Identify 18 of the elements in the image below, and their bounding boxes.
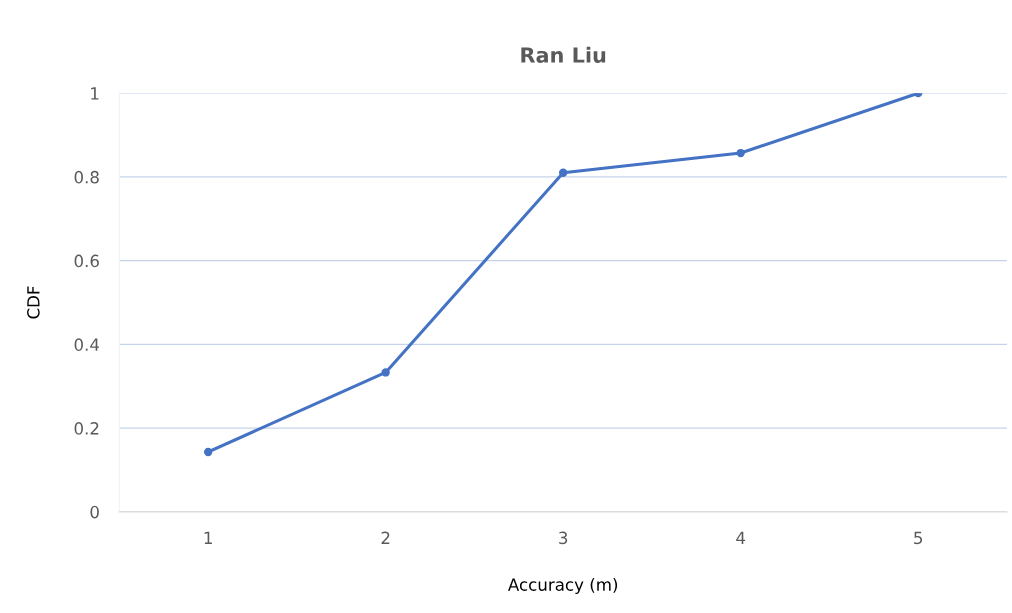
y-tick-label: 0	[90, 505, 99, 519]
y-tick-label: 0.2	[74, 422, 99, 435]
y-tick-label: 0.6	[74, 254, 99, 268]
point	[204, 447, 213, 457]
point	[559, 168, 568, 177]
x-tick-label: 2	[381, 531, 390, 544]
point	[381, 368, 390, 377]
x-tick-label: 3	[559, 531, 568, 545]
x-tick-label: 4	[736, 531, 746, 544]
x-tick-label: 5	[914, 531, 923, 545]
y-tick-label: 0.4	[74, 338, 100, 351]
y-tick-label: 0.8	[74, 170, 99, 184]
y-axis-title: CDF	[27, 286, 40, 319]
y-tick-label: 1	[91, 87, 99, 100]
point	[736, 148, 745, 158]
x-tick-label: 1	[204, 531, 212, 544]
x-axis-title: Accuracy (m)	[507, 578, 618, 595]
chart-title: Ran Liu	[521, 46, 606, 63]
